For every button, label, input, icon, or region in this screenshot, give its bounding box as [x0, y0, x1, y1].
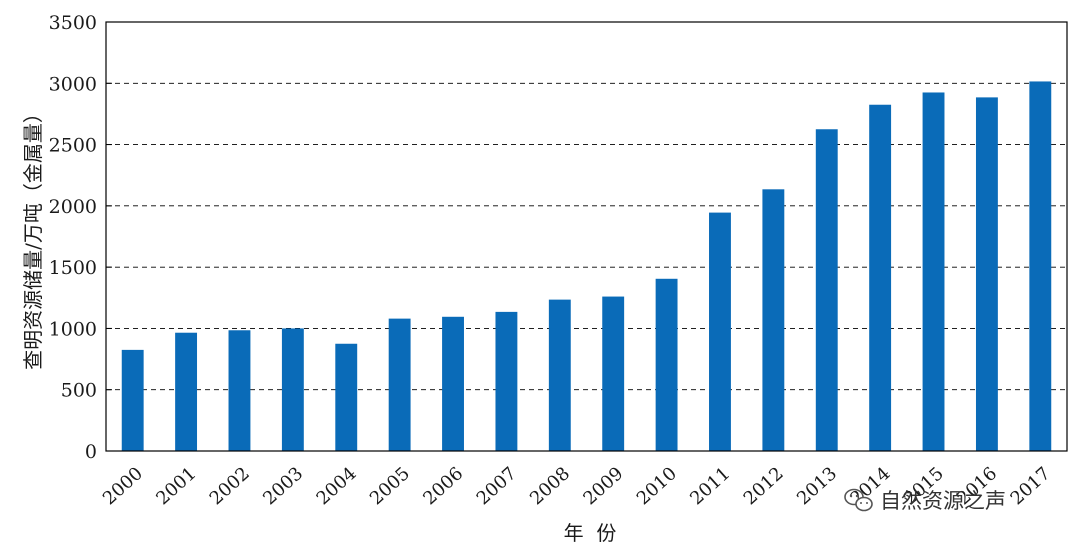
bar-2002 [228, 330, 251, 451]
x-tick-label: 2011 [686, 463, 734, 509]
y-tick-label: 1500 [49, 257, 97, 279]
plot-frame [105, 21, 1068, 452]
bars [121, 81, 1052, 451]
watermark-text: 自然资源之声 [880, 489, 1006, 513]
y-tick-label: 2000 [49, 196, 97, 218]
bar-2004 [335, 343, 358, 451]
y-tick-label: 3000 [49, 73, 97, 95]
bar-2015 [922, 92, 945, 451]
x-tick-label: 2005 [366, 463, 414, 509]
bar-2010 [655, 278, 678, 451]
bar-2007 [495, 311, 518, 451]
watermark: 自然资源之声 [844, 488, 1006, 513]
x-tick-label: 2013 [793, 463, 841, 509]
bar-2009 [602, 296, 625, 451]
x-tick-label: 2003 [259, 463, 307, 509]
bar-2012 [762, 189, 785, 451]
y-tick-label: 500 [61, 380, 97, 402]
wechat-icon [844, 488, 873, 512]
y-tick-label: 0 [85, 441, 97, 463]
bar-2016 [975, 97, 998, 451]
bar-2017 [1029, 81, 1052, 451]
bar-2001 [175, 332, 198, 451]
y-tick-label: 1000 [49, 318, 97, 340]
x-tick-label: 2008 [526, 463, 574, 509]
y-axis-ticks: 0 500 1000 1500 2000 2500 3000 3500 [49, 12, 112, 463]
y-tick-label: 3500 [49, 12, 97, 34]
bar-2005 [388, 318, 411, 451]
bar-2006 [442, 316, 464, 451]
gridlines [106, 82, 1067, 391]
x-tick-label: 2002 [206, 463, 254, 509]
bar-2008 [548, 299, 571, 451]
bar-2000 [121, 349, 144, 451]
bar-2014 [869, 104, 892, 451]
x-tick-label: 2001 [152, 463, 200, 509]
x-tick-label: 2007 [473, 463, 521, 509]
x-tick-label: 2006 [419, 463, 467, 509]
bar-2013 [815, 129, 838, 451]
bar-2003 [281, 328, 304, 451]
bar-2011 [709, 212, 731, 451]
x-tick-label: 2004 [312, 463, 360, 509]
x-tick-label: 2010 [633, 463, 681, 509]
y-tick-label: 2500 [49, 135, 97, 157]
x-tick-label: 2000 [99, 463, 147, 509]
x-tick-label: 2012 [740, 463, 788, 509]
x-tick-label: 2009 [579, 463, 627, 509]
y-axis-title: 查明资源储量/万吨（金属量） [21, 103, 45, 370]
x-tick-label: 2017 [1007, 463, 1055, 509]
x-axis-title: 年 份 [564, 521, 617, 545]
